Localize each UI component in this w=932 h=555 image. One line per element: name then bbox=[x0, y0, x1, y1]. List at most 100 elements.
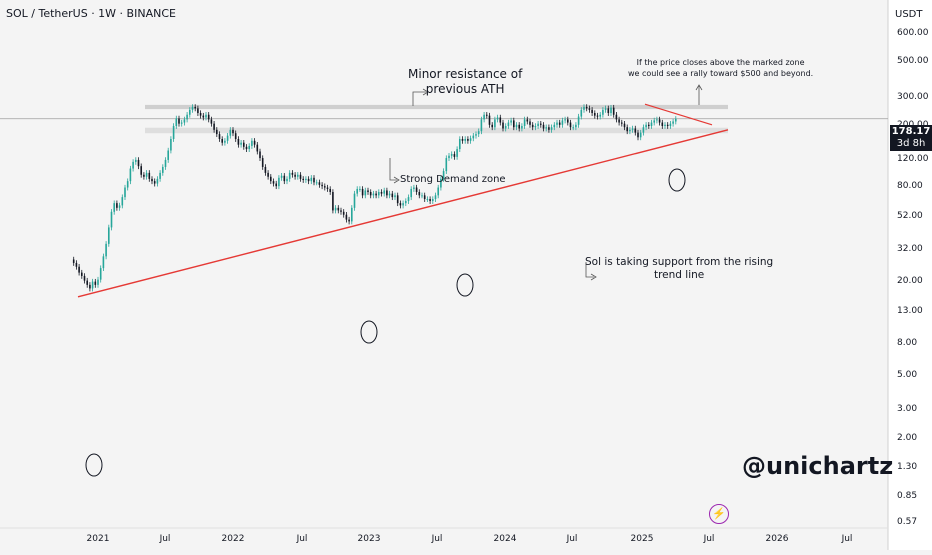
candle-body bbox=[483, 114, 485, 120]
candle-body bbox=[464, 139, 467, 141]
candle-body bbox=[194, 106, 197, 109]
candle-body bbox=[423, 195, 426, 200]
candle-body bbox=[118, 205, 121, 208]
x-tick-label: Jul bbox=[703, 534, 715, 544]
x-tick-label: 2021 bbox=[87, 534, 110, 544]
candle-body bbox=[585, 106, 588, 109]
author-watermark: @unichartz bbox=[742, 452, 894, 480]
candle-body bbox=[599, 114, 602, 117]
candle-body bbox=[480, 119, 483, 132]
candle-body bbox=[148, 172, 151, 179]
candle-body bbox=[291, 172, 294, 175]
candle-body bbox=[394, 195, 396, 198]
candle-body bbox=[286, 178, 288, 182]
candle-body bbox=[602, 109, 604, 115]
candle-body bbox=[642, 127, 645, 133]
candle-body bbox=[531, 124, 534, 128]
candle-body bbox=[310, 177, 313, 182]
lightning-icon[interactable]: ⚡ bbox=[709, 504, 729, 524]
candle-body bbox=[475, 134, 477, 136]
candle-body bbox=[256, 144, 259, 152]
candle-body bbox=[305, 178, 307, 180]
candle-body bbox=[245, 146, 248, 150]
candle-body bbox=[369, 192, 372, 196]
candle-body bbox=[89, 284, 91, 289]
candle-body bbox=[75, 262, 78, 267]
candle-body bbox=[294, 174, 296, 177]
candle-body bbox=[661, 122, 664, 126]
candle-body bbox=[521, 125, 523, 129]
y-tick-label: 500.00 bbox=[897, 56, 929, 66]
candle-body bbox=[458, 139, 461, 150]
candle-body bbox=[180, 122, 183, 124]
candle-body bbox=[332, 192, 334, 211]
x-tick-label: Jul bbox=[566, 534, 578, 544]
arrow-icon bbox=[590, 273, 597, 281]
y-tick-label: 0.85 bbox=[897, 491, 917, 501]
candle-body bbox=[491, 124, 494, 128]
y-tick-label: 0.57 bbox=[897, 517, 917, 527]
candle-body bbox=[248, 145, 251, 150]
candle-body bbox=[307, 178, 310, 182]
candle-body bbox=[164, 159, 167, 167]
candle-body bbox=[494, 119, 496, 128]
candle-body bbox=[637, 132, 639, 138]
candle-body bbox=[350, 207, 353, 222]
candle-body bbox=[361, 188, 364, 196]
candle-body bbox=[537, 123, 539, 126]
candle-body bbox=[515, 124, 518, 128]
candle-body bbox=[264, 166, 267, 173]
y-tick-label: 300.00 bbox=[897, 92, 929, 102]
candle-body bbox=[377, 192, 380, 196]
arrow-icon bbox=[389, 158, 397, 181]
candle-body bbox=[313, 177, 315, 183]
y-tick-label: 2.00 bbox=[897, 433, 917, 443]
candle-body bbox=[653, 120, 656, 123]
candle-body bbox=[534, 125, 537, 128]
x-tick-label: 2023 bbox=[358, 534, 381, 544]
x-tick-label: Jul bbox=[159, 534, 171, 544]
candle-body bbox=[210, 119, 213, 124]
candle-body bbox=[404, 201, 407, 204]
candle-body bbox=[299, 174, 302, 179]
candle-body bbox=[450, 154, 453, 156]
arrow-icon bbox=[695, 84, 703, 91]
candle-body bbox=[240, 142, 242, 145]
candle-body bbox=[564, 119, 566, 121]
candle-body bbox=[318, 182, 321, 185]
candle-body bbox=[615, 114, 618, 120]
candle-body bbox=[461, 139, 464, 141]
y-tick-label: 120.00 bbox=[897, 154, 929, 164]
candle-body bbox=[91, 281, 94, 289]
candle-body bbox=[507, 122, 510, 126]
candle-body bbox=[137, 159, 140, 167]
y-tick-label: 20.00 bbox=[897, 276, 923, 286]
candle-body bbox=[345, 214, 348, 220]
y-tick-label: 80.00 bbox=[897, 181, 923, 191]
candle-body bbox=[116, 203, 118, 208]
arrow-icon bbox=[585, 262, 594, 278]
candle-body bbox=[215, 129, 218, 135]
resistance-annotation: Minor resistance of previous ATH bbox=[408, 67, 523, 96]
candle-body bbox=[161, 166, 164, 173]
candle-body bbox=[183, 119, 186, 123]
y-tick-label: 600.00 bbox=[897, 28, 929, 38]
candle-body bbox=[242, 142, 245, 147]
candle-body bbox=[550, 127, 553, 130]
support-touch-circle bbox=[360, 320, 378, 344]
candle-body bbox=[156, 178, 159, 184]
candle-body bbox=[364, 190, 367, 196]
candle-body bbox=[269, 176, 272, 182]
y-tick-label: 5.00 bbox=[897, 370, 917, 380]
candle-body bbox=[186, 114, 188, 120]
candle-body bbox=[669, 123, 672, 126]
candle-body bbox=[623, 123, 626, 128]
candle-body bbox=[326, 187, 329, 189]
candle-body bbox=[80, 272, 83, 276]
candle-body bbox=[213, 123, 215, 130]
candle-body bbox=[302, 178, 305, 180]
candle-body bbox=[348, 219, 350, 222]
candle-body bbox=[429, 199, 431, 202]
